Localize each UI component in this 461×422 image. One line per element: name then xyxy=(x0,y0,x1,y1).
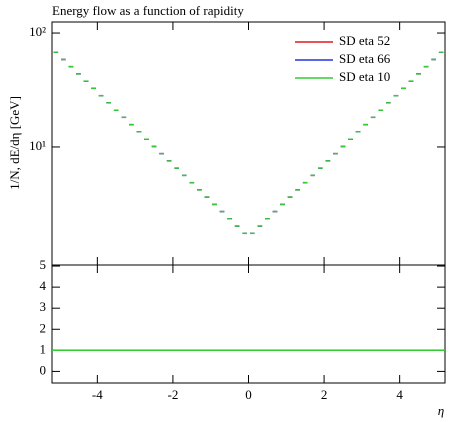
x-tick-label: -4 xyxy=(92,387,103,402)
plot-frame xyxy=(51,264,446,384)
x-axis-label: η xyxy=(438,403,444,418)
legend-label: SD eta 10 xyxy=(339,69,390,84)
x-tick-label: 0 xyxy=(245,387,252,402)
y-tick-label: 3 xyxy=(40,299,47,314)
legend-label: SD eta 66 xyxy=(339,51,391,66)
y-tick-label: 0 xyxy=(40,362,47,377)
y-tick-label: 1 xyxy=(40,341,47,356)
x-tick-label: 2 xyxy=(321,387,328,402)
y-tick-label: 10² xyxy=(29,24,46,39)
chart-title: Energy flow as a function of rapidity xyxy=(52,3,244,18)
x-tick-label: 4 xyxy=(396,387,403,402)
y-axis-label: 1/N, dE/dη [GeV] xyxy=(7,96,22,190)
y-tick-label: 2 xyxy=(40,320,47,335)
y-tick-label: 10¹ xyxy=(29,138,46,153)
legend-label: SD eta 52 xyxy=(339,33,390,48)
y-tick-label: 5 xyxy=(40,257,47,272)
x-tick-label: -2 xyxy=(168,387,179,402)
y-tick-label: 4 xyxy=(40,278,47,293)
